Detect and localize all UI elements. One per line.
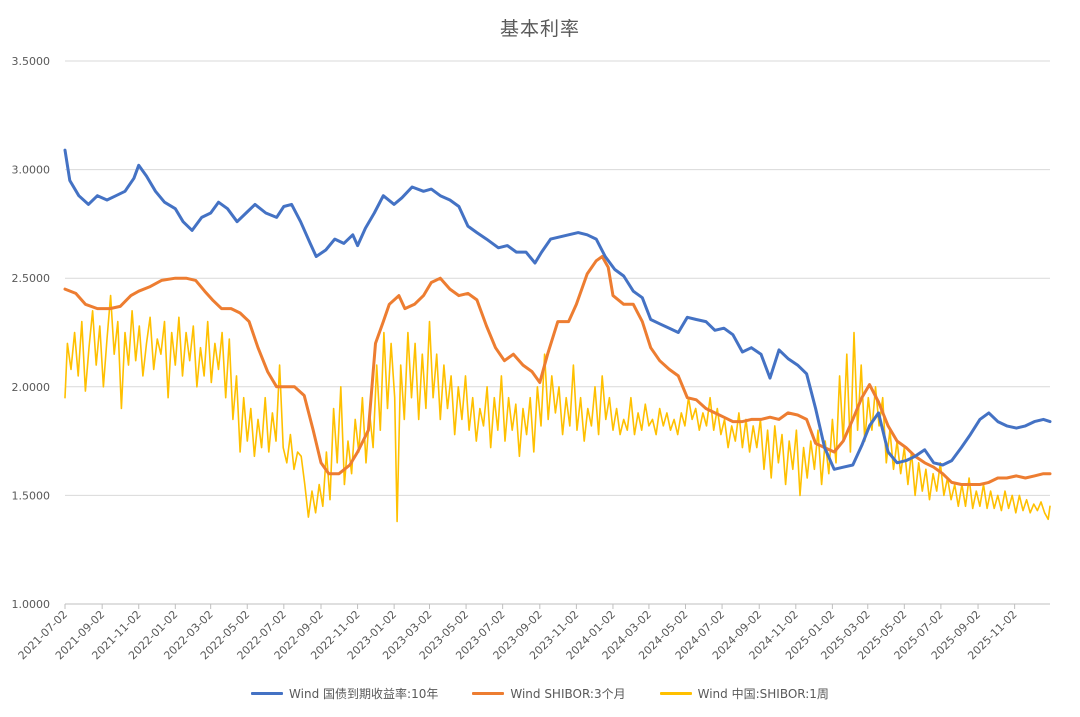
legend-item-series-0: Wind 国债到期收益率:10年 [251,685,438,702]
y-tick-label-3: 2.5000 [12,272,51,285]
y-tick-label-1: 1.5000 [12,489,51,502]
y-tick-label-5: 3.5000 [12,55,51,68]
y-tick-label-2: 2.0000 [12,381,51,394]
legend-item-series-1: Wind SHIBOR:3个月 [472,685,626,702]
series-line-0 [63,148,1052,471]
chart-legend: Wind 国债到期收益率:10年 Wind SHIBOR:3个月 Wind 中国… [0,685,1080,702]
series-line-2 [64,294,1051,523]
chart-title: 基本利率 [499,18,580,40]
legend-swatch-1 [472,692,505,695]
y-tick-label-0: 1.0000 [12,598,51,611]
legend-item-series-2: Wind 中国:SHIBOR:1周 [659,685,829,702]
y-tick-label-4: 3.0000 [12,164,51,177]
legend-label-2: Wind 中国:SHIBOR:1周 [697,687,829,701]
legend-swatch-0 [251,692,284,695]
legend-swatch-2 [659,692,692,695]
series-line-1 [63,255,1052,486]
legend-label-0: Wind 国债到期收益率:10年 [289,687,439,701]
legend-label-1: Wind SHIBOR:3个月 [510,687,626,701]
